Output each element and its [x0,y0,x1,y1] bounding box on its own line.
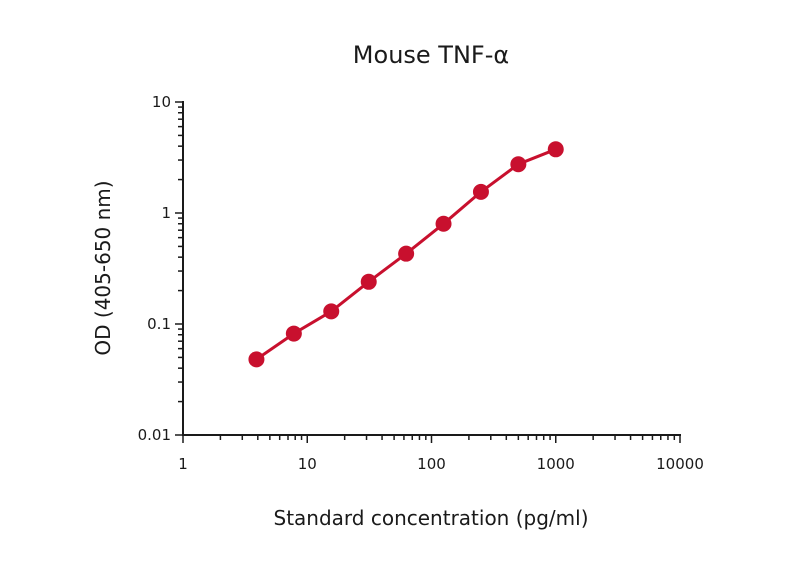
y-ticks [175,101,183,436]
chart-title: Mouse TNF-α [353,41,509,69]
x-tick-label: 100 [417,455,446,473]
data-point [510,156,527,173]
x-tick-label: 10 [298,455,317,473]
data-point [285,325,302,342]
y-axis-label: OD (405-650 nm) [91,180,115,355]
x-tick-label: 1000 [537,455,575,473]
y-tick-label: 0.1 [147,315,171,333]
x-ticks [182,435,681,443]
y-tick-label: 0.01 [138,426,171,444]
data-point [360,273,377,290]
data-point [248,351,265,368]
y-tick-labels: 0.01 0.1 1 10 [138,93,171,444]
data-point [547,141,564,158]
data-series [248,141,564,368]
data-point [323,303,340,320]
y-tick-label: 10 [152,93,171,111]
data-point [435,215,452,232]
x-tick-label: 10000 [656,455,704,473]
x-axis-label: Standard concentration (pg/ml) [274,506,589,530]
y-tick-label: 1 [161,204,171,222]
data-point [472,183,489,200]
x-tick-labels: 1 10 100 1000 10000 [178,455,704,473]
data-point [398,245,415,262]
x-tick-label: 1 [178,455,188,473]
axes [182,101,681,436]
